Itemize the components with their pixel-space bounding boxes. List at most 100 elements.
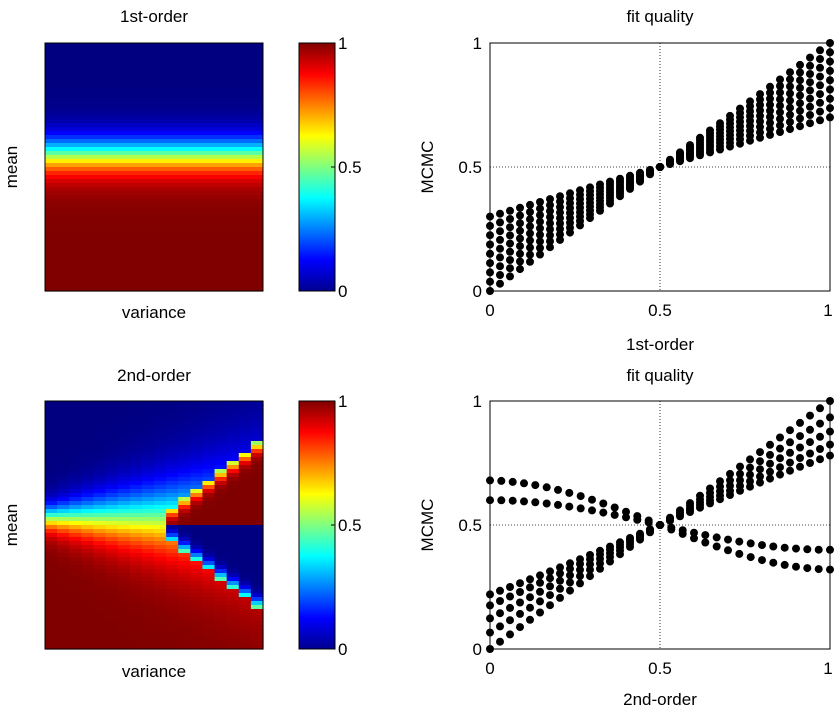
- heatmap-2-cell: [166, 533, 179, 538]
- heatmap-2-cell: [250, 553, 264, 558]
- heatmap-2-cell: [129, 529, 143, 534]
- heatmap-2-cell: [238, 473, 252, 478]
- heatmap-2-cell: [166, 605, 179, 610]
- scatter-1-ytick-1: 1: [473, 34, 482, 53]
- scatter-point: [796, 418, 804, 427]
- heatmap-1-row: [45, 275, 263, 280]
- heatmap-2-cell: [214, 493, 228, 498]
- heatmap-2-cell: [238, 469, 252, 474]
- heatmap-2-cell: [238, 521, 252, 526]
- heatmap-2-cell: [141, 497, 155, 502]
- heatmap-2-cell: [250, 609, 264, 614]
- heatmap-2-cell: [250, 569, 264, 574]
- scatter-point: [780, 543, 789, 552]
- scatter-2-ytick-0: 0: [473, 640, 482, 659]
- heatmap-2-cell: [69, 549, 82, 554]
- heatmap-2-cell: [93, 497, 107, 502]
- heatmap-2-cell: [129, 569, 143, 574]
- heatmap-2-cell: [250, 433, 264, 438]
- heatmap-2-cell: [238, 617, 252, 622]
- colorbar-1-tick-half: 0.5: [338, 158, 362, 177]
- heatmap-2-cell: [57, 597, 70, 602]
- heatmap-2-cell: [154, 429, 167, 434]
- heatmap-2-cell: [129, 437, 143, 442]
- heatmap-2-cell: [117, 633, 131, 638]
- heatmap-2-cell: [238, 405, 252, 410]
- heatmap-2-cell: [57, 421, 70, 426]
- heatmap-2-cell: [69, 541, 82, 546]
- heatmap-2-cell: [129, 513, 143, 518]
- heatmap-2-cell: [117, 473, 131, 478]
- heatmap-2-cell: [93, 585, 107, 590]
- heatmap-2-cell: [45, 421, 58, 426]
- scatter-point: [565, 502, 574, 511]
- scatter-point: [508, 477, 517, 486]
- scatter-point: [506, 592, 514, 601]
- scatter-point: [576, 492, 585, 501]
- heatmap-2-cell: [69, 617, 82, 622]
- heatmap-2-cell: [81, 633, 95, 638]
- heatmap-2-cell: [45, 413, 58, 418]
- scatter-point: [526, 236, 534, 245]
- heatmap-2-cell: [141, 409, 155, 414]
- heatmap-2-cell: [69, 613, 82, 618]
- heatmap-2-cell: [238, 437, 252, 442]
- heatmap-2-cell: [141, 421, 155, 426]
- scatter-point: [556, 208, 564, 217]
- heatmap-2-cell: [178, 489, 191, 494]
- heatmap-2-cell: [93, 401, 107, 406]
- scatter-point: [526, 257, 534, 266]
- scatter-point: [506, 239, 514, 248]
- heatmap-2-cell: [178, 445, 191, 450]
- heatmap-2-cell: [250, 453, 264, 458]
- heatmap-1-row: [45, 259, 263, 264]
- heatmap-2-cell: [57, 405, 70, 410]
- heatmap-2-cell: [69, 609, 82, 614]
- heatmap-2-cell: [105, 581, 119, 586]
- scatter-point: [766, 82, 774, 91]
- heatmap-2-cell: [129, 477, 143, 482]
- scatter-point: [520, 479, 528, 488]
- heatmap-2-cell: [141, 525, 155, 530]
- heatmap-2-cell: [202, 433, 216, 438]
- heatmap-2-cell: [57, 513, 70, 518]
- heatmap-2-cell: [250, 533, 264, 538]
- heatmap-2-cell: [69, 433, 82, 438]
- scatter-point: [686, 154, 694, 163]
- heatmap-1-row: [45, 239, 263, 244]
- heatmap-2-cell: [117, 525, 131, 530]
- heatmap-2-cell: [154, 413, 167, 418]
- heatmap-2-cell: [81, 513, 95, 518]
- scatter-point: [816, 55, 824, 63]
- heatmap-2-cell: [69, 509, 82, 514]
- heatmap-1-row: [45, 83, 263, 88]
- heatmap-2-cell: [154, 601, 167, 606]
- heatmap-2-cell: [141, 529, 155, 534]
- heatmap-1-row: [45, 91, 263, 96]
- heatmap-2-cell: [129, 545, 143, 550]
- scatter-point: [776, 128, 784, 136]
- heatmap-2-cell: [238, 401, 252, 406]
- scatter-point: [786, 458, 794, 467]
- heatmap-2-cell: [93, 557, 107, 562]
- heatmap-1-cells: [45, 43, 263, 292]
- heatmap-2-cell: [81, 625, 95, 630]
- scatter-point: [556, 584, 564, 593]
- heatmap-2-cell: [69, 401, 82, 406]
- heatmap-2-ylabel: mean: [2, 504, 21, 547]
- heatmap-2-cell: [141, 453, 155, 458]
- scatter-point: [756, 95, 764, 104]
- scatter-point: [526, 250, 534, 259]
- heatmap-2-cell: [154, 513, 167, 518]
- heatmap-2-cell: [105, 521, 119, 526]
- heatmap-2-cell: [69, 517, 82, 522]
- heatmap-2-cell: [190, 533, 204, 538]
- heatmap-2-cell: [141, 545, 155, 550]
- heatmap-2-cell: [238, 573, 252, 578]
- heatmap-2-cell: [154, 637, 167, 642]
- scatter-point: [756, 111, 764, 120]
- heatmap-2-cell: [202, 617, 216, 622]
- heatmap-2-cell: [117, 585, 131, 590]
- heatmap-2-cell: [117, 409, 131, 414]
- heatmap-2-cell: [57, 521, 70, 526]
